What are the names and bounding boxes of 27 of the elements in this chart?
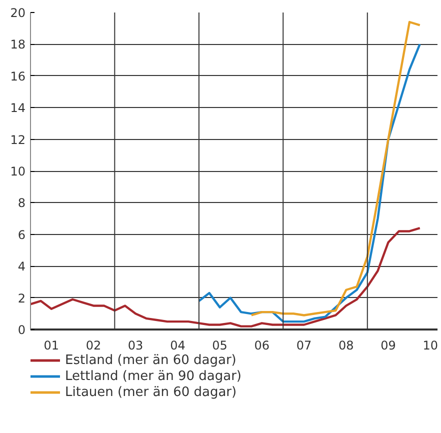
y-tick-label: 14 [10, 101, 26, 116]
line-series [30, 226, 421, 328]
y-tick-label: 18 [10, 38, 26, 52]
y-tick-label: 4 [18, 260, 26, 274]
legend-label: Lettland (mer än 90 dagar) [65, 368, 242, 384]
legend-label: Litauen (mer än 60 dagar) [65, 384, 237, 400]
y-tick-label: 8 [18, 196, 26, 210]
x-tick-label: 07 [296, 338, 312, 352]
x-tick-label: 01 [44, 338, 60, 352]
y-tick-label: 16 [10, 69, 26, 84]
x-tick-label: 04 [170, 338, 186, 352]
x-tick-label: 05 [212, 338, 228, 352]
x-tick-label: 03 [128, 338, 144, 352]
y-tick-label: 10 [10, 164, 26, 178]
y-tick-label: 2 [18, 291, 26, 306]
y-tick-label: 20 [10, 6, 26, 20]
x-tick-label: 02 [86, 338, 102, 352]
legend-label: Estland (mer än 60 dagar) [65, 352, 236, 368]
y-tick-label: 6 [18, 228, 26, 242]
x-tick-label: 10 [422, 338, 438, 352]
line-series [198, 43, 421, 323]
x-tick-label: 09 [380, 338, 396, 352]
line-series [250, 20, 421, 316]
y-tick-label: 12 [10, 132, 26, 147]
x-tick-label: 06 [254, 338, 270, 352]
y-tick-label: 0 [18, 323, 26, 337]
x-tick-label: 08 [338, 338, 354, 352]
